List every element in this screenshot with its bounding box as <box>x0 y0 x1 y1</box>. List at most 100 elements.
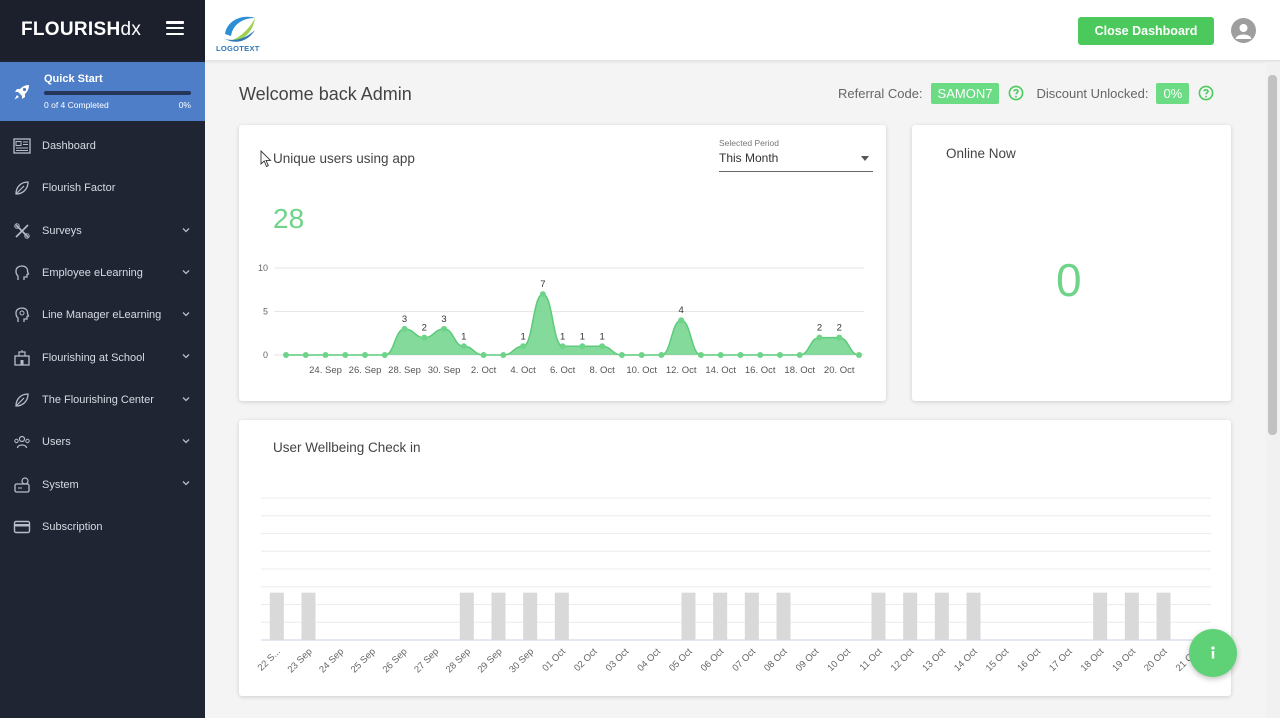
data-point <box>322 352 329 358</box>
sidebar-item-dashboard[interactable]: Dashboard <box>0 125 205 167</box>
chevron-down-icon <box>182 396 190 402</box>
data-point <box>460 343 467 350</box>
data-point <box>362 352 369 358</box>
sidebar-item-label: Dashboard <box>42 140 96 153</box>
sidebar-item-system[interactable]: System <box>0 463 205 505</box>
online-now-title: Online Now <box>946 146 1016 161</box>
hamburger-menu-icon[interactable] <box>166 21 184 35</box>
bar <box>966 592 981 640</box>
sidebar-item-label: Line Manager eLearning <box>42 309 162 322</box>
bar <box>776 592 791 640</box>
brand: FLOURISHdx <box>0 0 205 60</box>
sidebar-nav: Dashboard Flourish Factor Surveys Employ… <box>0 125 205 548</box>
x-tick-label: 09 Oct <box>794 646 822 674</box>
x-tick-label: 02 Oct <box>572 646 600 674</box>
y-tick-label: 10 <box>258 263 268 273</box>
chevron-down-icon <box>182 481 190 486</box>
help-icon[interactable] <box>1008 85 1024 101</box>
x-tick-label: 10 Oct <box>825 646 853 674</box>
caret-down-icon <box>861 156 869 161</box>
sidebar-item-surveys[interactable]: Surveys <box>0 210 205 252</box>
user-avatar-icon[interactable] <box>1231 18 1256 43</box>
x-tick-label: 23 Sep <box>286 646 315 675</box>
card-icon <box>12 517 32 537</box>
sidebar-item-label: Flourish Factor <box>42 182 116 195</box>
wellbeing-card: User Wellbeing Check in 22 S... 23 Sep 24 … <box>239 420 1231 696</box>
x-tick-label: 10. Oct <box>626 365 657 376</box>
help-icon[interactable] <box>1198 85 1214 101</box>
x-tick-label: 24. Sep <box>309 365 342 376</box>
mouse-cursor-icon <box>260 150 272 168</box>
bar <box>1093 592 1108 640</box>
online-now-value: 0 <box>1056 254 1082 306</box>
x-tick-label: 6. Oct <box>550 365 576 376</box>
discount-label: Discount Unlocked: <box>1036 85 1149 101</box>
referral-bar: Referral Code: SAMON7 Discount Unlocked:… <box>838 82 1214 104</box>
data-point <box>618 352 625 358</box>
x-tick-label: 2. Oct <box>471 365 497 376</box>
info-fab-button[interactable] <box>1189 629 1237 677</box>
data-point <box>678 317 685 324</box>
x-tick-label: 22 S... <box>256 646 283 673</box>
sidebar-item-label: Employee eLearning <box>42 267 143 280</box>
online-now-card: Online Now 0 <box>912 125 1231 401</box>
scrollbar-thumb[interactable] <box>1268 75 1277 435</box>
sidebar-item-label: Subscription <box>42 520 103 533</box>
sidebar-item-the-flourishing-center[interactable]: The Flourishing Center <box>0 379 205 421</box>
bar <box>903 592 918 640</box>
data-point <box>500 352 507 358</box>
x-tick-label: 29 Sep <box>476 646 505 675</box>
data-point <box>658 352 665 358</box>
data-point <box>342 352 349 358</box>
unique-users-total: 28 <box>273 203 305 234</box>
bar <box>269 592 284 640</box>
leaf-icon <box>12 390 32 410</box>
period-select[interactable]: This Month <box>719 151 873 172</box>
x-tick-label: 15 Oct <box>984 646 1012 674</box>
data-label: 1 <box>580 331 585 342</box>
y-tick-label: 0 <box>263 350 268 360</box>
data-label: 2 <box>422 323 427 334</box>
data-point <box>638 352 645 358</box>
x-tick-label: 20 Oct <box>1142 646 1170 674</box>
sidebar-item-employee-elearning[interactable]: Employee eLearning <box>0 252 205 294</box>
brand-logo[interactable]: FLOURISHdx <box>21 19 142 40</box>
unique-users-title: Unique users using app <box>273 151 415 166</box>
data-label: 2 <box>837 323 842 334</box>
x-tick-label: 06 Oct <box>699 646 727 674</box>
x-tick-label: 13 Oct <box>920 646 948 674</box>
x-tick-label: 28. Sep <box>388 365 421 376</box>
close-dashboard-button[interactable]: Close Dashboard <box>1078 17 1214 45</box>
quick-start-progress-bar <box>44 91 191 95</box>
data-point <box>559 343 566 350</box>
system-icon <box>12 475 32 495</box>
rocket-icon <box>0 82 44 102</box>
sidebar-item-subscription[interactable]: Subscription <box>0 506 205 548</box>
sidebar-item-users[interactable]: Users <box>0 421 205 463</box>
bar <box>491 592 506 640</box>
x-tick-label: 08 Oct <box>762 646 790 674</box>
quick-start-panel[interactable]: Quick Start 0 of 4 Completed 0% <box>0 62 205 121</box>
data-point <box>776 352 783 358</box>
data-label: 7 <box>540 279 545 290</box>
sidebar-item-line-manager-elearning[interactable]: Line Manager eLearning <box>0 294 205 336</box>
logo-text: LOGOTEXT <box>216 44 260 53</box>
sidebar: FLOURISHdx Quick Start 0 of 4 Completed … <box>0 0 205 718</box>
x-tick-label: 16 Oct <box>1015 646 1043 674</box>
data-label: 3 <box>402 314 407 325</box>
sidebar-item-flourish-factor[interactable]: Flourish Factor <box>0 167 205 209</box>
x-tick-label: 4. Oct <box>510 365 536 376</box>
x-tick-label: 07 Oct <box>730 646 758 674</box>
sidebar-item-label: Surveys <box>42 224 82 237</box>
wellbeing-title: User Wellbeing Check in <box>273 440 421 455</box>
head-icon <box>12 263 32 283</box>
company-logo-icon[interactable] <box>217 8 267 54</box>
x-tick-label: 18. Oct <box>784 365 815 376</box>
chevron-down-icon <box>182 312 190 317</box>
bar <box>459 592 474 640</box>
data-label: 1 <box>461 331 466 342</box>
school-icon <box>12 348 32 368</box>
sidebar-item-flourishing-at-school[interactable]: Flourishing at School <box>0 336 205 378</box>
area-series-line <box>285 293 860 356</box>
data-point <box>539 291 546 298</box>
